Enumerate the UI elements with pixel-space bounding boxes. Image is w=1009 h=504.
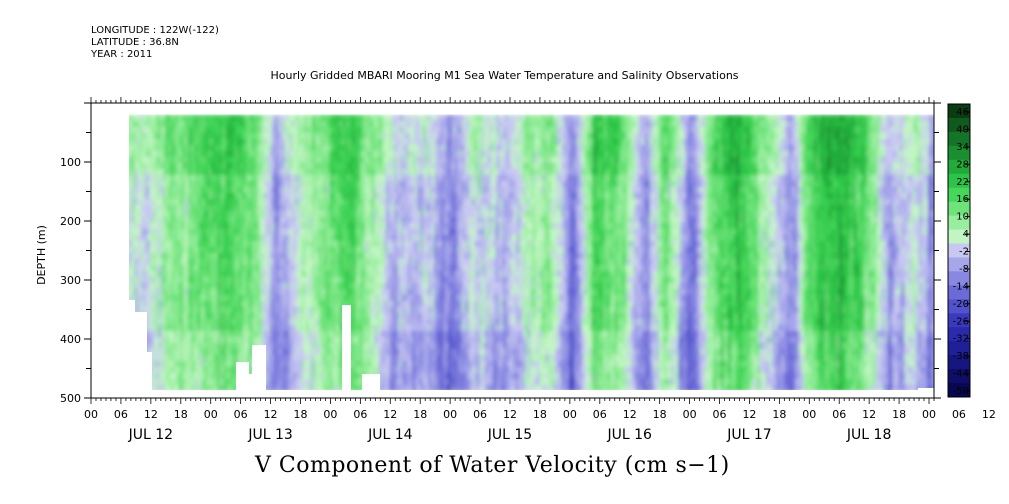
colorbar-label: -8: [959, 264, 969, 275]
missing-data-region: [129, 300, 135, 398]
x-day-label: JUL 12: [128, 427, 173, 443]
x-tick-label: 00: [323, 408, 337, 421]
x-tick-label: 18: [653, 408, 667, 421]
x-tick-label: 12: [503, 408, 517, 421]
x-tick-label: 06: [114, 408, 128, 421]
x-day-label: JUL 14: [367, 427, 413, 443]
x-tick-label: 12: [982, 408, 996, 421]
y-tick-label: 200: [60, 215, 81, 228]
x-tick-label: 18: [294, 408, 308, 421]
colorbar-label: -44: [953, 369, 969, 380]
x-tick-label: 12: [144, 408, 158, 421]
colorbar-label: 16: [956, 194, 969, 205]
x-tick-label: 00: [204, 408, 218, 421]
x-tick-label: 06: [832, 408, 846, 421]
colorbar: 46 40 34 28 22 16 10 4 -2 -8 -14 -20 -26 -32 -38 -44 -50: [948, 104, 970, 397]
x-tick-label: 18: [772, 408, 786, 421]
x-tick-label: 12: [623, 408, 637, 421]
x-day-label: JUL 15: [487, 427, 532, 443]
colorbar-label: 4: [963, 229, 969, 240]
colorbar-label: 40: [956, 124, 969, 135]
y-tick-label: 100: [60, 156, 81, 169]
colorbar-label: 10: [956, 212, 969, 223]
x-tick-label: 12: [383, 408, 397, 421]
colorbar-label: 22: [956, 177, 969, 188]
x-tick-label: 00: [922, 408, 936, 421]
x-tick-label: 06: [234, 408, 248, 421]
missing-data-region: [135, 312, 147, 398]
x-tick-label: 06: [353, 408, 367, 421]
x-tick-label: 18: [533, 408, 547, 421]
colorbar-label: -2: [959, 247, 969, 258]
y-tick-label: 300: [60, 274, 81, 287]
x-tick-label: 18: [413, 408, 427, 421]
y-axis-label: DEPTH (m): [35, 225, 48, 285]
x-day-label: JUL 18: [846, 427, 891, 443]
x-tick-label: 00: [443, 408, 457, 421]
x-tick-label: 18: [892, 408, 906, 421]
x-tick-label: 00: [683, 408, 697, 421]
x-tick-label: 06: [713, 408, 727, 421]
x-day-label: JUL 16: [606, 427, 652, 443]
x-tick-label: 06: [593, 408, 607, 421]
x-day-label: JUL 13: [247, 427, 292, 443]
missing-data-region: [342, 305, 351, 398]
x-tick-label: 06: [952, 408, 966, 421]
x-tick-label: 00: [84, 408, 98, 421]
colorbar-label: 34: [956, 142, 969, 153]
heatmap-cells: [126, 115, 936, 392]
x-tick-label: 06: [473, 408, 487, 421]
chart-caption: V Component of Water Velocity (cm s−1): [255, 453, 730, 478]
x-tick-label: 00: [563, 408, 577, 421]
colorbar-label: -38: [953, 351, 969, 362]
colorbar-label: 28: [956, 159, 969, 170]
colorbar-label: -14: [953, 281, 969, 292]
x-day-label: JUL 17: [726, 427, 771, 443]
colorbar-label: -32: [953, 334, 969, 345]
missing-data-region: [129, 390, 934, 398]
y-tick-label: 400: [60, 333, 81, 346]
colorbar-label: 46: [956, 107, 969, 118]
heatmap-field: [126, 115, 936, 392]
colorbar-label: -20: [953, 299, 969, 310]
x-tick-label: 12: [742, 408, 756, 421]
colorbar-label: -50: [953, 386, 969, 397]
missing-data-region: [91, 103, 129, 398]
y-tick-label: 500: [60, 392, 81, 405]
x-tick-label: 00: [802, 408, 816, 421]
x-tick-label: 12: [264, 408, 278, 421]
x-tick-label: 12: [862, 408, 876, 421]
colorbar-label: -26: [953, 316, 969, 327]
x-tick-label: 18: [174, 408, 188, 421]
